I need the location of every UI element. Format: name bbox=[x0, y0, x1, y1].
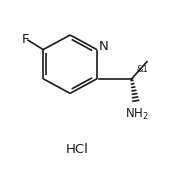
Text: &1: &1 bbox=[136, 66, 148, 75]
Text: N: N bbox=[98, 40, 108, 53]
Text: HCl: HCl bbox=[66, 143, 89, 157]
Text: F: F bbox=[22, 33, 30, 46]
Text: NH$_2$: NH$_2$ bbox=[125, 107, 149, 122]
